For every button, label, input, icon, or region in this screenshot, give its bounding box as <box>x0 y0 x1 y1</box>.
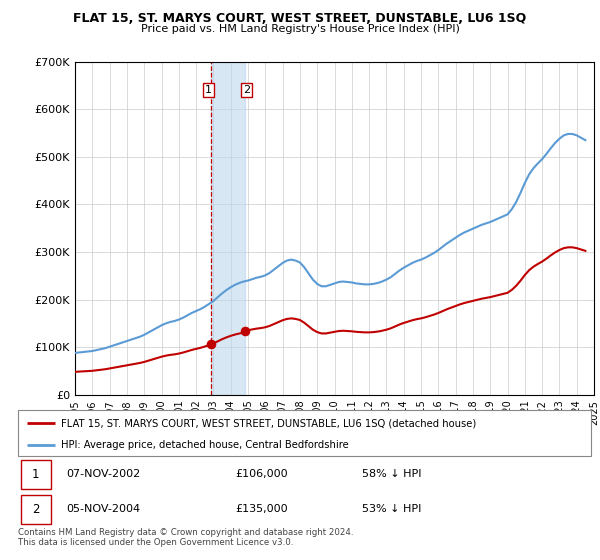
Text: £106,000: £106,000 <box>236 469 289 479</box>
Text: 2: 2 <box>32 502 40 516</box>
Text: FLAT 15, ST. MARYS COURT, WEST STREET, DUNSTABLE, LU6 1SQ (detached house): FLAT 15, ST. MARYS COURT, WEST STREET, D… <box>61 418 476 428</box>
Bar <box>21 460 50 488</box>
Text: HPI: Average price, detached house, Central Bedfordshire: HPI: Average price, detached house, Cent… <box>61 440 349 450</box>
Text: 53% ↓ HPI: 53% ↓ HPI <box>362 504 421 514</box>
Bar <box>21 494 50 524</box>
Text: £135,000: £135,000 <box>236 504 289 514</box>
Text: 1: 1 <box>205 85 212 95</box>
Text: FLAT 15, ST. MARYS COURT, WEST STREET, DUNSTABLE, LU6 1SQ: FLAT 15, ST. MARYS COURT, WEST STREET, D… <box>73 12 527 25</box>
Text: Price paid vs. HM Land Registry's House Price Index (HPI): Price paid vs. HM Land Registry's House … <box>140 24 460 34</box>
Text: 2: 2 <box>243 85 250 95</box>
Text: Contains HM Land Registry data © Crown copyright and database right 2024.
This d: Contains HM Land Registry data © Crown c… <box>18 528 353 547</box>
Point <box>206 340 215 349</box>
Text: 07-NOV-2002: 07-NOV-2002 <box>67 469 141 479</box>
Text: 1: 1 <box>32 468 40 480</box>
Text: 05-NOV-2004: 05-NOV-2004 <box>67 504 141 514</box>
Bar <box>211 62 245 395</box>
Text: 58% ↓ HPI: 58% ↓ HPI <box>362 469 421 479</box>
Point <box>241 326 250 335</box>
